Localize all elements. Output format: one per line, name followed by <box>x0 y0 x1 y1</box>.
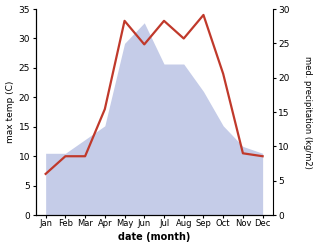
Y-axis label: max temp (C): max temp (C) <box>5 81 15 143</box>
Y-axis label: med. precipitation (kg/m2): med. precipitation (kg/m2) <box>303 56 313 169</box>
X-axis label: date (month): date (month) <box>118 232 190 243</box>
